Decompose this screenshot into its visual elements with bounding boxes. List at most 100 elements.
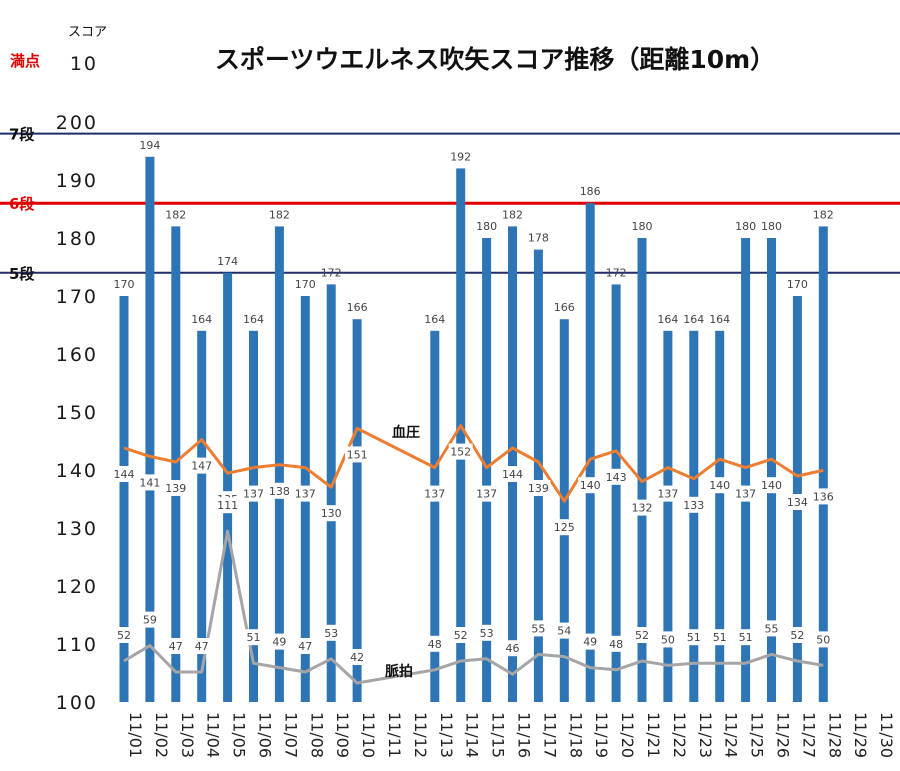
pulse-value-label: 52 (790, 629, 804, 642)
blood-pressure-value-label: 133 (683, 499, 704, 512)
blood-pressure-label-bg (163, 480, 188, 496)
pulse-value-label: 50 (661, 633, 675, 646)
bar (533, 249, 543, 702)
bar-value-label: 166 (347, 301, 368, 314)
x-tick-label: 11/09 (333, 712, 352, 758)
y-tick-label: 190 (56, 170, 98, 192)
y-tick-label: 200 (56, 112, 98, 134)
line-series: 1441411391471351371381371301511371521371… (112, 424, 836, 685)
bar-series: 170 194 182 164 174 164 182 170 172 166 164 192 180 1… (114, 139, 834, 703)
pulse-label-bg (319, 624, 344, 641)
x-tick-label: 11/23 (696, 712, 715, 758)
bar-value-label: 180 (735, 220, 756, 233)
bar-value-label: 164 (191, 313, 212, 326)
pulse-value-label: 51 (739, 631, 753, 644)
pulse-value-label: 53 (480, 627, 494, 640)
blood-pressure-value-label: 144 (502, 468, 523, 481)
bar (508, 226, 517, 702)
pulse-series-name: 脈拍 (385, 663, 413, 680)
pulse-value-label: 48 (609, 638, 623, 651)
x-tick-label: 11/11 (385, 712, 404, 758)
bar (611, 284, 621, 702)
blood-pressure-value-label: 143 (606, 471, 627, 484)
bar (223, 272, 233, 702)
bar (249, 330, 258, 702)
blood-pressure-label-bg (630, 499, 654, 516)
blood-pressure-label-bg (345, 446, 370, 463)
chart-title: スポーツウエルネス吹矢スコア推移（距離10m） (215, 45, 775, 74)
x-tick-label: 11/12 (411, 712, 430, 758)
bar (767, 238, 776, 702)
pulse-label-bg (759, 620, 784, 637)
x-tick-label: 11/28 (825, 712, 844, 758)
pulse-value-label: 52 (635, 629, 649, 642)
pulse-label-bg (785, 627, 810, 643)
bar-value-label: 192 (450, 150, 471, 163)
bar (689, 330, 699, 702)
x-tick-label: 11/05 (230, 712, 249, 758)
y-tick-label: 160 (56, 344, 98, 366)
y-tick-label: 100 (56, 692, 98, 714)
blood-pressure-value-label: 136 (813, 490, 834, 503)
reference-line-label: 7段 (9, 126, 34, 144)
pulse-label-bg (578, 633, 603, 650)
pulse-label-bg (345, 649, 370, 665)
x-tick-label: 11/30 (877, 712, 896, 758)
y-axis-label: スコア (68, 25, 107, 40)
blood-pressure-label-bg (267, 482, 292, 499)
x-tick-label: 11/08 (307, 712, 326, 758)
x-axis: 11/01 11/02 11/03 11/04 11/05 11/06 11/07 11/08… (126, 712, 896, 758)
pulse-value-label: 52 (454, 629, 468, 642)
pulse-label-bg (267, 633, 292, 650)
bar-value-label: 174 (217, 255, 238, 268)
bar (482, 238, 492, 702)
blood-pressure-value-label: 140 (580, 479, 601, 492)
blood-pressure-value-label: 137 (476, 488, 497, 501)
blood-pressure-value-label: 139 (165, 482, 186, 495)
pulse-label-bg (163, 638, 188, 654)
y-tick-label: 130 (56, 518, 98, 540)
blood-pressure-value-label: 134 (787, 496, 808, 509)
blood-pressure-value-label: 139 (528, 482, 549, 495)
blood-pressure-label-bg (112, 466, 136, 482)
x-tick-label: 11/04 (204, 712, 223, 758)
pulse-label-bg (655, 631, 680, 648)
bar (119, 296, 129, 702)
blood-pressure-value-label: 140 (709, 479, 730, 492)
pulse-value-label: 51 (713, 631, 727, 644)
blood-pressure-value-label: 132 (632, 502, 653, 515)
bar-value-label: 182 (813, 208, 834, 221)
bar (197, 330, 207, 702)
pulse-line (123, 529, 824, 685)
bar-value-label: 164 (657, 313, 678, 326)
x-tick-label: 11/02 (152, 712, 171, 758)
bar-value-label: 186 (580, 185, 601, 198)
pulse-value-label: 55 (531, 622, 545, 635)
pulse-value-label: 52 (117, 629, 131, 642)
x-tick-label: 11/20 (618, 712, 637, 758)
blood-pressure-label-bg (604, 468, 629, 485)
blood-pressure-value-label: 147 (191, 460, 212, 473)
bar-value-label: 180 (476, 220, 497, 233)
bar-value-label: 178 (528, 232, 549, 245)
blood-pressure-label-bg (448, 443, 473, 460)
bar-value-label: 180 (632, 220, 653, 233)
x-tick-label: 11/07 (281, 712, 300, 758)
full-score-tick: 10 (70, 53, 98, 75)
pulse-value-label: 55 (765, 622, 779, 635)
pulse-value-label: 59 (143, 614, 157, 627)
reference-line-label: 5段 (9, 265, 34, 283)
pulse-value-label: 51 (247, 631, 261, 644)
blood-pressure-value-label: 137 (295, 488, 316, 501)
blood-pressure-label-bg (759, 477, 784, 494)
blood-pressure-value-label: 137 (243, 488, 264, 501)
pulse-label-bg (552, 622, 577, 639)
pulse-label-bg (137, 611, 162, 628)
bar (637, 238, 647, 702)
blood-pressure-label-bg (811, 488, 836, 505)
bar (715, 330, 725, 702)
blood-pressure-label-bg (707, 477, 732, 494)
blood-pressure-label-bg (785, 494, 810, 510)
pulse-value-label: 46 (506, 642, 520, 655)
